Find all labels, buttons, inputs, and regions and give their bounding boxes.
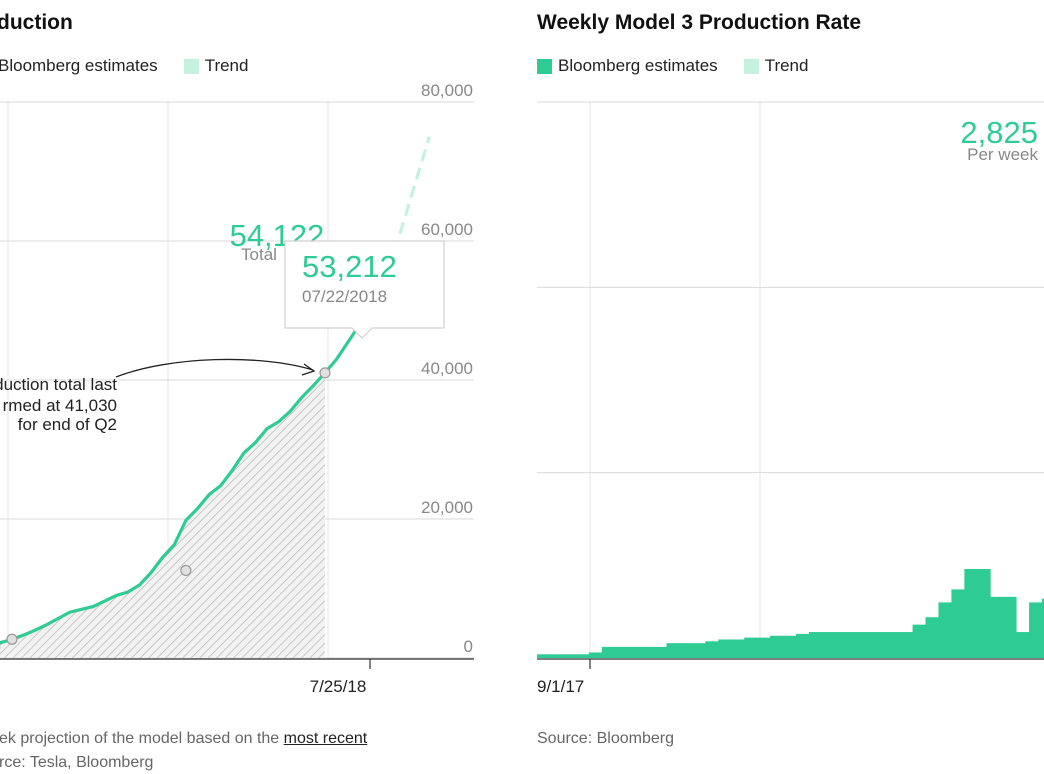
legend-item-estimates-right[interactable]: Bloomberg estimates — [537, 56, 718, 76]
bar — [912, 624, 926, 658]
right-chart-title: Weekly Model 3 Production Rate — [537, 11, 862, 34]
bar — [990, 596, 1004, 658]
legend-swatch-estimates-right — [537, 58, 552, 74]
bar — [834, 632, 849, 658]
rate-caption-label: Per week — [967, 145, 1038, 164]
left-y-tick-label: 20,000 — [421, 498, 473, 517]
bar — [925, 617, 939, 658]
hatched-area — [0, 372, 325, 658]
bar — [692, 643, 706, 658]
bar — [821, 632, 836, 658]
bar — [640, 646, 654, 658]
left-source-credit: rce: Tesla, Bloomberg — [0, 754, 154, 771]
left-y-tick-label: 40,000 — [421, 359, 473, 378]
bar — [886, 632, 900, 658]
left-y-tick-label: 80,000 — [421, 81, 473, 100]
tooltip-box — [284, 240, 445, 339]
cumulative-production-chart: 80,00060,00040,00020,00007/25/1854,122To… — [0, 81, 474, 696]
data-marker-2 — [319, 367, 331, 379]
bar — [847, 632, 862, 658]
bar — [744, 637, 758, 658]
bar — [666, 643, 680, 658]
bar — [899, 632, 913, 658]
left-x-tick-label: 7/25/18 — [310, 677, 367, 696]
data-marker-1 — [180, 564, 192, 577]
legend-label-estimates: Bloomberg estimates — [0, 56, 158, 75]
bar — [549, 654, 564, 658]
bar — [977, 569, 991, 658]
legend-label-estimates-right: Bloomberg estimates — [558, 56, 718, 75]
left-chart-title: duction — [0, 11, 73, 34]
right-legend: Bloomberg estimates Trend — [537, 56, 834, 76]
bar — [679, 643, 693, 658]
series-line-estimates — [0, 287, 385, 649]
bar — [614, 646, 629, 658]
bar — [860, 632, 875, 658]
bar — [1029, 602, 1043, 658]
legend-label-trend: Trend — [204, 56, 249, 75]
tooltip-value: 53,212 — [302, 249, 397, 284]
bar — [562, 654, 577, 658]
tooltip-date: 07/22/2018 — [302, 287, 387, 306]
source-note-text: ek projection of the model based on the — [0, 730, 280, 747]
left-y-tick-label: 60,000 — [421, 220, 473, 239]
hover-tooltip: 53,212 07/22/2018 — [284, 240, 445, 339]
rate-value-label: 2,825 — [960, 115, 1038, 150]
bar — [951, 589, 965, 658]
note-line-1: rmed at 41,030 — [3, 396, 117, 415]
note-line-2: for end of Q2 — [18, 415, 117, 434]
bar — [1016, 632, 1030, 658]
bar — [718, 639, 732, 658]
legend-label-trend-right: Trend — [764, 56, 809, 75]
legend-swatch-trend-right — [743, 58, 759, 74]
bar — [731, 639, 745, 658]
legend-item-trend[interactable]: Trend — [183, 56, 249, 76]
left-source-note: ek projection of the model based on the … — [0, 730, 367, 748]
bar — [1003, 596, 1017, 658]
bar — [1042, 598, 1044, 658]
bar — [757, 637, 771, 658]
right-source-credit: Source: Bloomberg — [537, 730, 674, 747]
bar — [808, 632, 823, 658]
bar — [783, 635, 797, 658]
note-line-0: duction total last — [0, 375, 117, 394]
bar — [575, 654, 590, 658]
left-y-tick-label: 0 — [464, 637, 473, 656]
note-arrowhead — [301, 363, 316, 376]
data-marker-0 — [6, 633, 18, 645]
right-x-tick-label: 9/1/17 — [537, 677, 584, 696]
bar — [588, 652, 603, 658]
legend-item-trend-right[interactable]: Trend — [743, 56, 809, 76]
legend-item-estimates[interactable]: Bloomberg estimates — [0, 56, 158, 76]
bar — [938, 602, 952, 658]
bar — [627, 646, 641, 658]
bar — [705, 641, 719, 658]
bar — [537, 654, 551, 658]
bar — [964, 569, 978, 658]
note-arrow — [115, 358, 314, 378]
bar — [873, 632, 888, 658]
total-caption-label: Total — [241, 245, 277, 264]
bar — [601, 646, 616, 658]
left-legend: Bloomberg estimates Trend — [0, 56, 274, 76]
legend-swatch-trend — [183, 58, 199, 74]
bar — [653, 646, 667, 658]
bar — [770, 635, 784, 658]
bar — [796, 633, 810, 658]
most-recent-link[interactable]: most recent — [283, 730, 368, 747]
